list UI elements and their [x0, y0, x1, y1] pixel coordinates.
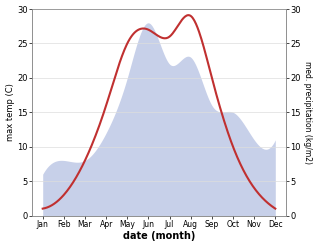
X-axis label: date (month): date (month) [123, 231, 195, 242]
Y-axis label: max temp (C): max temp (C) [5, 83, 15, 141]
Y-axis label: med. precipitation (kg/m2): med. precipitation (kg/m2) [303, 61, 313, 164]
